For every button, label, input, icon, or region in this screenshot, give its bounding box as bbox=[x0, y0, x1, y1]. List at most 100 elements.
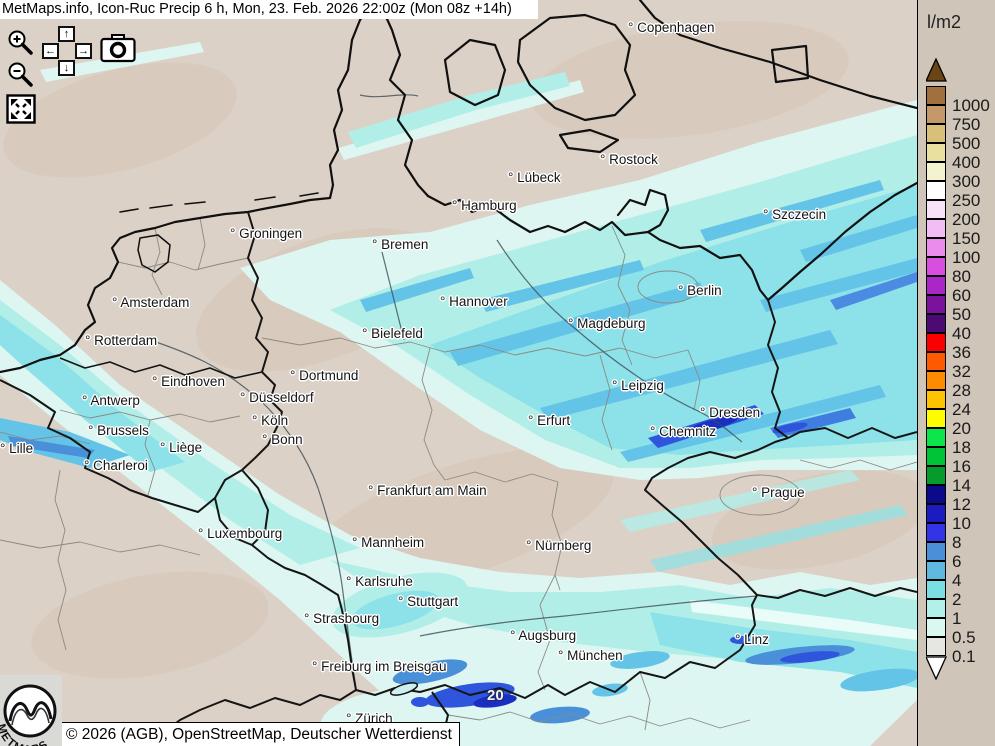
city-label: ° Liège bbox=[160, 440, 203, 455]
legend-value-label: 20 bbox=[952, 419, 971, 438]
city-label: ° Dortmund bbox=[290, 368, 359, 383]
legend-swatch bbox=[926, 181, 946, 200]
legend-swatch bbox=[926, 637, 946, 656]
legend-bar: 1000 750 500 400 300 250 200 150 100 80 60 50 40 36 32… bbox=[924, 57, 990, 685]
title-bar: MetMaps.info, Icon-Ruc Precip 6 h, Mon, … bbox=[0, 0, 538, 19]
legend-swatch bbox=[926, 143, 946, 162]
fullscreen-button[interactable] bbox=[6, 94, 36, 129]
camera-icon bbox=[100, 34, 136, 63]
legend-row: 50 bbox=[926, 295, 971, 324]
legend-value-label: 50 bbox=[952, 305, 971, 324]
legend-arrow-down bbox=[924, 656, 948, 681]
legend-row: 750 bbox=[926, 105, 980, 134]
city-label: ° Prague bbox=[752, 485, 805, 500]
legend-row: 500 bbox=[926, 124, 980, 153]
city-label: ° Bremen bbox=[372, 237, 429, 252]
city-label: ° Bielefeld bbox=[362, 326, 423, 341]
legend-swatch bbox=[926, 428, 946, 447]
city-label: ° Luxembourg bbox=[198, 526, 283, 541]
legend-row: 6 bbox=[926, 542, 961, 571]
weather-map-graphic bbox=[0, 0, 917, 746]
city-label: ° München bbox=[558, 648, 623, 663]
legend-swatch bbox=[926, 485, 946, 504]
city-label: ° Eindhoven bbox=[152, 374, 225, 389]
legend-swatch bbox=[926, 314, 946, 333]
legend-swatch bbox=[926, 276, 946, 295]
city-label: ° Rostock bbox=[600, 152, 658, 167]
legend-row: 100 bbox=[926, 238, 980, 267]
legend-swatch bbox=[926, 86, 946, 105]
zoom-in-button[interactable] bbox=[6, 28, 34, 61]
city-label: ° Magdeburg bbox=[568, 316, 646, 331]
legend-value-label: 250 bbox=[952, 191, 981, 210]
legend-row: 2 bbox=[926, 580, 961, 609]
city-label: ° Berlin bbox=[678, 283, 722, 298]
legend-row: 0.5 bbox=[926, 618, 976, 647]
legend-value-label: 60 bbox=[952, 286, 971, 305]
legend-row: 18 bbox=[926, 428, 971, 457]
logo-box: METMAPS bbox=[0, 675, 62, 746]
zoom-out-icon bbox=[8, 62, 33, 87]
legend-value-label: 100 bbox=[952, 248, 981, 267]
pan-right-button[interactable]: → bbox=[75, 43, 92, 59]
legend-row: 1000 bbox=[926, 86, 990, 115]
fullscreen-icon bbox=[6, 94, 36, 124]
zoom-out-button[interactable] bbox=[6, 60, 34, 93]
legend-row: 24 bbox=[926, 390, 971, 419]
legend-value-label: 1 bbox=[952, 609, 962, 628]
city-label: ° Brussels bbox=[88, 423, 149, 438]
legend-swatch bbox=[926, 409, 946, 428]
legend-swatch bbox=[926, 257, 946, 276]
pan-down-button[interactable]: ↓ bbox=[58, 60, 75, 76]
city-label: ° Leipzig bbox=[612, 378, 664, 393]
pan-left-button[interactable]: ← bbox=[42, 43, 59, 59]
pan-up-button[interactable]: ↑ bbox=[58, 26, 75, 42]
city-label: ° Düsseldorf bbox=[240, 390, 314, 405]
legend-value-label: 28 bbox=[952, 381, 971, 400]
legend-row: 1 bbox=[926, 599, 961, 628]
legend-swatch bbox=[926, 447, 946, 466]
city-label: ° Copenhagen bbox=[628, 20, 715, 35]
legend-swatch bbox=[926, 333, 946, 352]
map-title: MetMaps.info, Icon-Ruc Precip 6 h, Mon, … bbox=[2, 1, 512, 17]
city-label: ° Hannover bbox=[440, 294, 508, 309]
legend-swatch bbox=[926, 542, 946, 561]
legend-row: 12 bbox=[926, 485, 971, 514]
map-canvas[interactable]: ° Copenhagen ° Rostock ° Lübeck ° Hamburg ° … bbox=[0, 0, 917, 746]
legend-row: 4 bbox=[926, 561, 961, 590]
legend-row: 200 bbox=[926, 200, 980, 229]
legend-swatch bbox=[926, 466, 946, 485]
legend-swatch bbox=[926, 295, 946, 314]
legend-row: 300 bbox=[926, 162, 980, 191]
city-label: ° Köln bbox=[252, 413, 289, 428]
legend-value-label: 32 bbox=[952, 362, 971, 381]
legend-unit-label: l/m2 bbox=[927, 12, 962, 32]
city-label: ° Nürnberg bbox=[526, 538, 592, 553]
legend-row: 32 bbox=[926, 352, 971, 381]
city-label: ° Chemnitz bbox=[650, 424, 717, 439]
legend-row: 36 bbox=[926, 333, 971, 362]
legend-value-label: 750 bbox=[952, 115, 981, 134]
legend-row: 14 bbox=[926, 466, 971, 495]
legend-value-label: 0.1 bbox=[952, 647, 976, 666]
screenshot-button[interactable] bbox=[100, 33, 136, 68]
city-label: ° Frankfurt am Main bbox=[368, 483, 487, 498]
legend-row: 0.1 bbox=[926, 637, 976, 666]
city-label: ° Bonn bbox=[262, 432, 303, 447]
city-label: ° Mannheim bbox=[352, 535, 425, 550]
metmaps-logo-icon: METMAPS bbox=[0, 684, 57, 746]
legend-value-label: 14 bbox=[952, 476, 971, 495]
legend-value-label: 10 bbox=[952, 514, 971, 533]
legend-row: 20 bbox=[926, 409, 971, 438]
legend-swatch bbox=[926, 580, 946, 599]
legend-swatch bbox=[926, 599, 946, 618]
city-label: ° Dresden bbox=[700, 405, 761, 420]
legend-value-label: 200 bbox=[952, 210, 981, 229]
legend-value-label: 4 bbox=[952, 571, 962, 590]
legend-swatch bbox=[926, 200, 946, 219]
legend-value-label: 40 bbox=[952, 324, 971, 343]
city-label: ° Rotterdam bbox=[85, 333, 158, 348]
legend-arrow-up bbox=[924, 57, 948, 82]
zoom-in-icon bbox=[8, 30, 33, 55]
legend-value-label: 36 bbox=[952, 343, 971, 362]
